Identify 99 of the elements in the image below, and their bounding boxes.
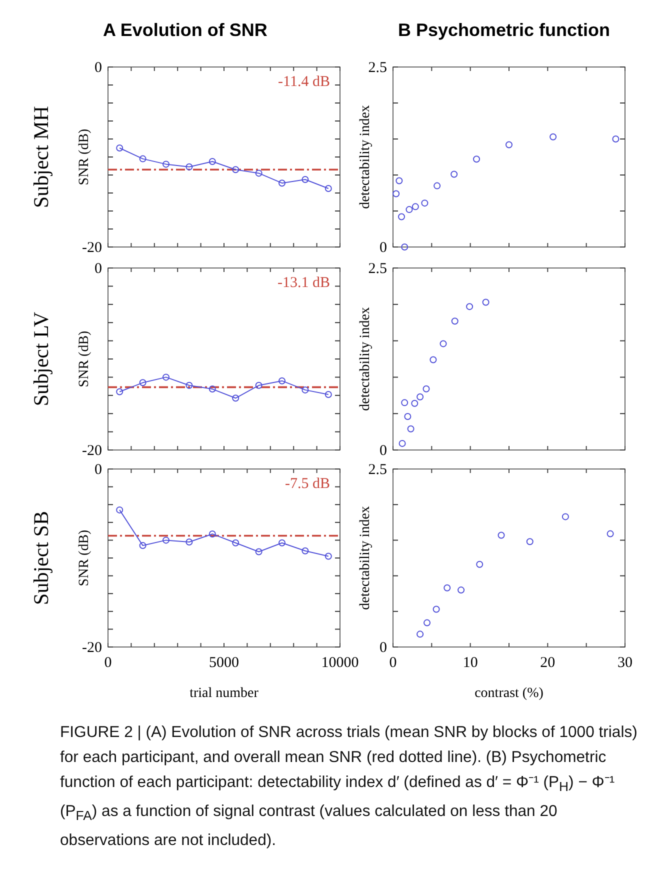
point — [162, 374, 170, 381]
point — [407, 425, 414, 432]
chart-title: B Psychometric function — [398, 20, 610, 40]
point — [506, 141, 512, 148]
text: FIGURE 2 | (A) Evolution of SNR across trials (mean SNR by blocks of 1000 trials) for each participant, and overall mean SNR (red dotted line). (B) Psychometric function of each participant: detectability index d′ (defined as d′ = Φ⁻¹ (P$_{H}$) − Φ⁻¹ (P$_{FA}$) as a function of signal contrast (values calculated on less than 20 observations are not included). — [60, 724, 638, 850]
point — [451, 318, 458, 325]
point — [186, 163, 193, 170]
point — [404, 413, 412, 420]
point — [473, 156, 480, 163]
point — [162, 536, 170, 544]
point — [440, 340, 447, 348]
point — [208, 386, 216, 393]
ref-line-label: -7.5 dB — [285, 476, 330, 492]
point — [278, 377, 286, 384]
y-axis-title: detectability index — [358, 506, 373, 610]
point — [324, 552, 332, 560]
point — [482, 298, 490, 306]
ref-line-label: -11.4 dB — [278, 74, 330, 90]
point — [612, 136, 620, 142]
point — [302, 547, 309, 554]
point — [430, 356, 437, 364]
point — [186, 382, 193, 389]
x-tick-label: 30 — [618, 655, 632, 671]
x-tick-label: 5000 — [209, 655, 239, 671]
point — [476, 560, 484, 568]
point — [208, 530, 216, 538]
point — [116, 506, 124, 514]
y-tick-label: -20 — [82, 640, 102, 656]
x-axis-title: contrast (%) — [474, 686, 544, 701]
point — [255, 170, 262, 177]
point — [411, 400, 418, 407]
x-tick-label: 10 — [462, 655, 478, 671]
point — [416, 630, 424, 638]
point — [324, 185, 332, 192]
point — [422, 385, 430, 392]
point — [434, 182, 441, 190]
point — [466, 303, 474, 310]
point — [412, 203, 419, 210]
point — [432, 606, 440, 613]
point — [526, 538, 534, 546]
y-tick-label: 0 — [94, 261, 102, 277]
point — [255, 548, 262, 556]
point — [302, 176, 309, 183]
point — [562, 513, 569, 520]
point — [392, 190, 400, 198]
y-axis-title: SNR (dB) — [77, 529, 92, 586]
point — [498, 532, 505, 539]
point — [458, 586, 465, 594]
y-axis-title: detectability index — [358, 307, 373, 411]
point — [424, 619, 431, 626]
y-axis-title: SNR (dB) — [77, 330, 92, 388]
point — [401, 244, 408, 250]
point — [450, 170, 458, 178]
y-tick-label: 2.5 — [368, 261, 387, 277]
point — [232, 539, 240, 546]
point — [421, 200, 428, 207]
x-tick-label: 10000 — [321, 655, 359, 671]
point — [444, 584, 451, 592]
point — [416, 393, 424, 400]
point — [139, 542, 146, 550]
point — [398, 213, 406, 220]
point — [278, 539, 286, 546]
y-tick-label: -20 — [82, 443, 102, 459]
point — [255, 382, 262, 389]
y-tick-label: -20 — [82, 240, 102, 256]
point — [139, 155, 146, 162]
point — [186, 538, 193, 546]
y-tick-label: 2.5 — [368, 60, 387, 76]
point — [606, 530, 614, 538]
x-axis-title: trial number — [190, 686, 259, 701]
point — [302, 386, 309, 394]
text: Subject LV — [29, 312, 53, 406]
point — [162, 160, 170, 168]
point — [324, 390, 332, 398]
y-axis-title: detectability index — [358, 105, 373, 209]
point — [232, 166, 240, 174]
y-tick-label: 0 — [380, 443, 387, 459]
chart-title: A Evolution of SNR — [103, 20, 268, 40]
point — [398, 440, 406, 447]
point — [401, 399, 408, 406]
ref-line-label: -13.1 dB — [278, 275, 330, 291]
point — [550, 133, 557, 140]
point — [396, 177, 403, 184]
y-axis-title: SNR (dB) — [77, 128, 92, 186]
text: Subject MH — [29, 106, 53, 208]
y-tick-label: 0 — [94, 462, 102, 478]
point — [278, 180, 286, 187]
point — [139, 379, 146, 386]
y-tick-label: 0 — [380, 640, 387, 656]
point — [116, 388, 124, 396]
x-tick-label: 20 — [540, 655, 556, 671]
point — [232, 394, 240, 402]
y-tick-label: 0 — [380, 240, 387, 256]
text: Subject SB — [29, 511, 53, 605]
point — [406, 206, 413, 214]
y-tick-label: 0 — [94, 60, 102, 76]
point — [116, 144, 124, 152]
point — [208, 158, 216, 165]
y-tick-label: 2.5 — [368, 462, 387, 478]
